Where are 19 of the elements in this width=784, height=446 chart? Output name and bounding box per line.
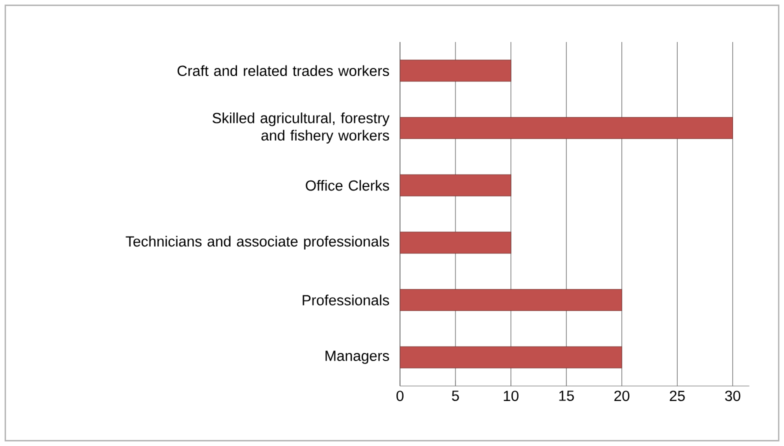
- x-tick-label: 20: [614, 390, 630, 402]
- bar: [400, 174, 512, 196]
- y-tick-label: Office Clerks: [306, 180, 390, 191]
- bar: [400, 60, 512, 82]
- x-tick-label: 25: [670, 390, 685, 402]
- x-tick-label: 30: [725, 390, 740, 402]
- bar: [400, 289, 622, 311]
- x-tick-label: 15: [559, 390, 574, 401]
- y-tick-label: Technicians and associate professionals: [126, 236, 390, 250]
- bar: [400, 232, 512, 254]
- y-tick-label: Professionals: [302, 294, 390, 306]
- bar: [400, 117, 733, 139]
- y-tick-label: Skilled agricultural, forestry and fishery workers: [212, 112, 390, 144]
- bar: [400, 346, 622, 368]
- y-tick-label: Craft and related trades workers: [178, 65, 390, 76]
- x-tick-label: 0: [396, 390, 404, 402]
- x-tick-label: 10: [504, 390, 518, 402]
- x-tick-label: 5: [452, 390, 459, 401]
- y-tick-label: Managers: [326, 350, 390, 364]
